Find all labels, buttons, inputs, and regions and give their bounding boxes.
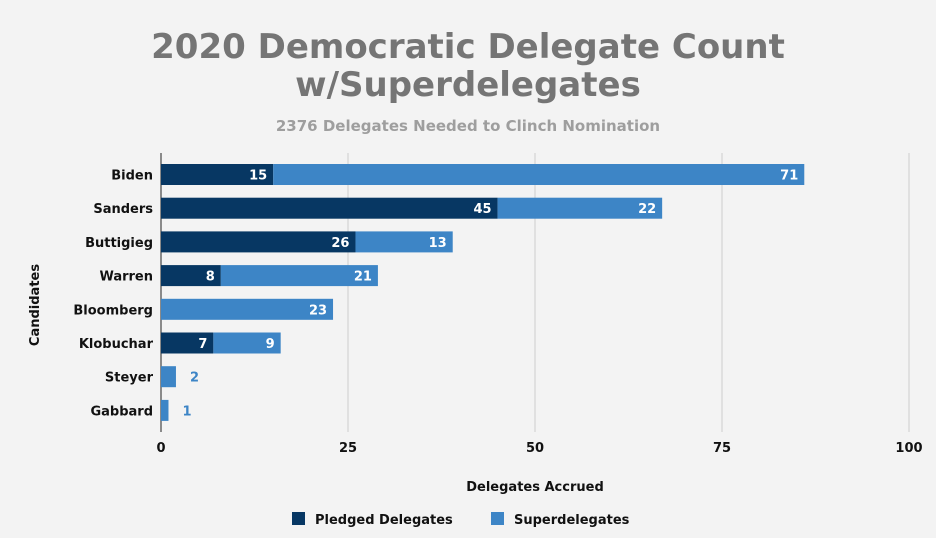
bar-value-label: 15 [249, 169, 267, 184]
pledged-bar [161, 197, 498, 219]
category-label: Sanders [93, 202, 153, 217]
category-label: Klobuchar [79, 337, 154, 352]
bar-value-label: 1 [182, 404, 191, 419]
x-tick-label: 75 [713, 441, 731, 456]
category-label: Buttigieg [85, 236, 153, 251]
bar-value-label: 9 [266, 337, 275, 352]
legend-label: Superdelegates [514, 513, 630, 528]
superdelegate-bar [273, 164, 805, 185]
bar-value-label: 7 [198, 337, 207, 352]
bar-value-label: 71 [780, 169, 798, 184]
category-label: Steyer [105, 371, 154, 386]
category-labels: Biden Sanders Buttigieg Warren Bloomberg Klob… [73, 169, 153, 420]
superdelegate-bar [220, 265, 378, 287]
pledged-bar [161, 231, 356, 253]
x-tick-label: 0 [156, 441, 165, 456]
category-label: Warren [99, 270, 153, 285]
pledged-bar [161, 332, 214, 354]
chart-title-line-1: 2020 Democratic Delegate Count [151, 27, 785, 67]
bar-value-label: 26 [331, 236, 349, 251]
bar-value-label: 22 [638, 202, 656, 217]
x-tick-label: 100 [895, 441, 922, 456]
superdelegate-bar [161, 366, 176, 388]
bar-value-label: 21 [354, 270, 372, 285]
legend-swatch [491, 512, 504, 525]
bars [161, 164, 805, 421]
x-axis-title: Delegates Accrued [466, 480, 604, 495]
superdelegate-bar [497, 197, 663, 219]
chart-title-line-2: w/Superdelegates [295, 65, 641, 105]
chart-subtitle: 2376 Delegates Needed to Clinch Nominati… [276, 117, 660, 135]
legend-label: Pledged Delegates [315, 513, 453, 528]
superdelegate-bar [213, 332, 281, 354]
legend: Pledged Delegates Superdelegates [292, 512, 630, 528]
bar-value-label: 8 [206, 270, 215, 285]
legend-swatch [292, 512, 305, 525]
bar-value-label: 23 [309, 303, 327, 318]
bar-value-label: 13 [429, 236, 447, 251]
superdelegate-bar [355, 231, 453, 253]
y-axis-title: Candidates [28, 264, 43, 346]
category-label: Bloomberg [73, 303, 153, 318]
pledged-bar [161, 265, 221, 287]
bar-value-label: 2 [190, 371, 199, 386]
x-tick-label: 50 [526, 441, 544, 456]
superdelegate-bar [161, 298, 334, 320]
bar-value-label: 45 [474, 202, 492, 217]
category-label: Biden [111, 169, 153, 184]
pledged-bar [161, 164, 274, 185]
x-tick-label: 25 [339, 441, 357, 456]
x-tick-labels: 0 25 50 75 100 [156, 441, 922, 456]
category-label: Gabbard [90, 404, 153, 419]
gridlines [160, 153, 910, 432]
superdelegate-bar [161, 399, 169, 421]
